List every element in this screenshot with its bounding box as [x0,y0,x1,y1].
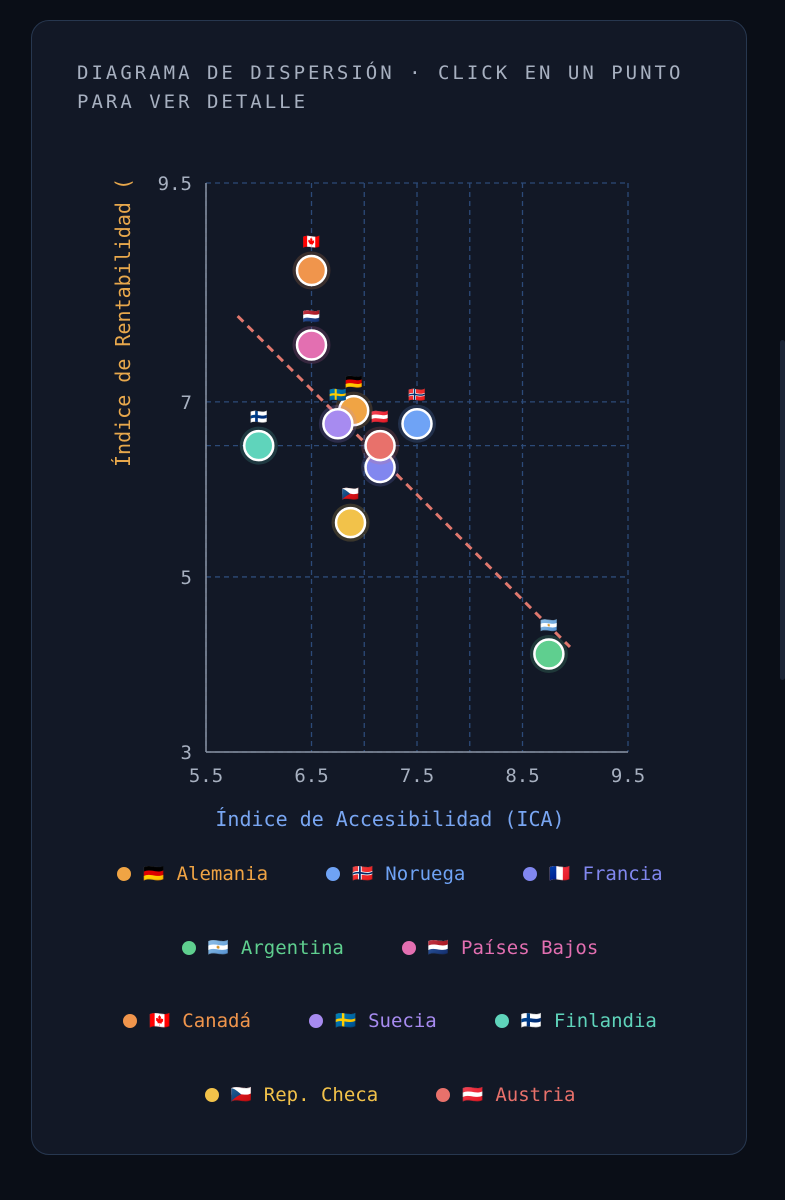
legend-flag: 🇫🇷 [549,864,571,884]
point-flag: 🇳🇴 [408,388,426,404]
point-flag: 🇨🇿 [342,487,360,503]
point-flag: 🇸🇪 [329,388,347,404]
legend-item[interactable]: 🇳🇱 Países Bajos [401,936,599,959]
legend-row: 🇩🇪 Alemania 🇳🇴 Noruega 🇫🇷 Francia [32,863,748,937]
x-axis-title: Índice de Accesibilidad (ICA) [215,807,565,831]
y-tick-label: 5 [181,567,192,589]
legend-row: 🇨🇿 Rep. Checa 🇦🇹 Austria [32,1084,748,1158]
legend-item[interactable]: 🇨🇦 Canadá [123,1010,251,1032]
legend-item[interactable]: 🇦🇷 Argentina [181,936,344,959]
point-flag: 🇦🇹 [371,410,389,426]
y-tick-label: 7 [181,392,192,414]
legend-item[interactable]: 🇸🇪 Suecia [308,1010,437,1032]
x-tick-label: 8.5 [505,765,539,787]
y-tick-label: 3 [181,742,192,764]
data-point[interactable] [533,638,565,670]
scatter-plot: 5.5 6.5 7.5 8.5 9.5 3 5 7 9.5 Índice de Rentabili… [111,173,645,787]
legend-item[interactable]: 🇫🇮 Finlandia [494,1010,657,1032]
legend-flag: 🇦🇷 [207,937,229,958]
legend-dot [523,867,538,881]
data-point[interactable] [322,407,354,440]
legend-flag: 🇨🇿 [230,1084,252,1105]
chart-card: Diagrama de dispersión · click en un pun… [31,20,747,1155]
legend-dot [308,1014,323,1028]
legend-label: Francia [582,863,663,885]
legend-dot [326,867,341,881]
legend-flag: 🇸🇪 [334,1011,357,1031]
y-axis-title: Índice de Rentabilidad ( [111,178,135,467]
legend-item[interactable]: 🇩🇪 Alemania [117,863,268,885]
data-point[interactable] [243,429,275,462]
legend-dot [204,1087,219,1102]
legend-flag: 🇳🇴 [352,864,374,884]
x-tick-label: 9.5 [611,765,645,787]
data-point[interactable] [295,254,328,287]
legend: 🇩🇪 Alemania 🇳🇴 Noruega 🇫🇷 Francia 🇦🇷 Argentina 🇳… [32,863,748,1157]
data-point[interactable] [295,329,328,361]
legend-flag: 🇦🇹 [462,1084,484,1105]
point-flag: 🇫🇮 [250,410,268,426]
data-point[interactable] [401,407,433,440]
legend-label: Finlandia [553,1010,657,1032]
point-flag: 🇳🇱 [303,309,321,325]
legend-flag: 🇫🇮 [520,1011,542,1031]
legend-item[interactable]: 🇳🇴 Noruega [326,863,465,885]
legend-dot [117,867,132,881]
legend-label: Suecia [368,1010,437,1032]
y-tick-label: 9.5 [158,173,192,195]
x-tick-label: 5.5 [189,765,223,787]
x-tick-label: 6.5 [294,765,328,787]
legend-dot [494,1014,509,1028]
legend-row: 🇦🇷 Argentina 🇳🇱 Países Bajos [32,937,748,1011]
legend-dot [123,1014,138,1028]
legend-flag: 🇩🇪 [143,864,165,884]
legend-flag: 🇳🇱 [427,937,449,958]
point-flag: 🇩🇪 [345,375,363,391]
legend-label: Canadá [182,1010,251,1032]
legend-label: Alemania [176,863,269,885]
chart-title: Diagrama de dispersión · click en un pun… [77,62,684,113]
point-flag: 🇦🇷 [540,618,558,634]
legend-item[interactable]: 🇨🇿 Rep. Checa [204,1083,379,1106]
legend-label: Austria [495,1083,576,1106]
x-tick-label: 7.5 [400,765,434,787]
point-flag: 🇨🇦 [303,235,321,251]
legend-label: Países Bajos [461,936,599,959]
legend-dot [436,1087,451,1102]
data-point[interactable] [364,429,396,462]
legend-dot [181,940,196,955]
legend-item[interactable]: 🇫🇷 Francia [523,863,663,885]
legend-label: Rep. Checa [263,1083,379,1106]
legend-row: 🇨🇦 Canadá 🇸🇪 Suecia 🇫🇮 Finlandia [32,1010,748,1084]
legend-label: Argentina [240,936,344,959]
scroll-edge [780,340,785,680]
legend-label: Noruega [385,863,466,885]
legend-dot [401,940,416,955]
trend-line [236,314,572,649]
data-point[interactable] [334,506,367,539]
legend-item[interactable]: 🇦🇹 Austria [436,1084,575,1106]
legend-flag: 🇨🇦 [149,1011,171,1031]
